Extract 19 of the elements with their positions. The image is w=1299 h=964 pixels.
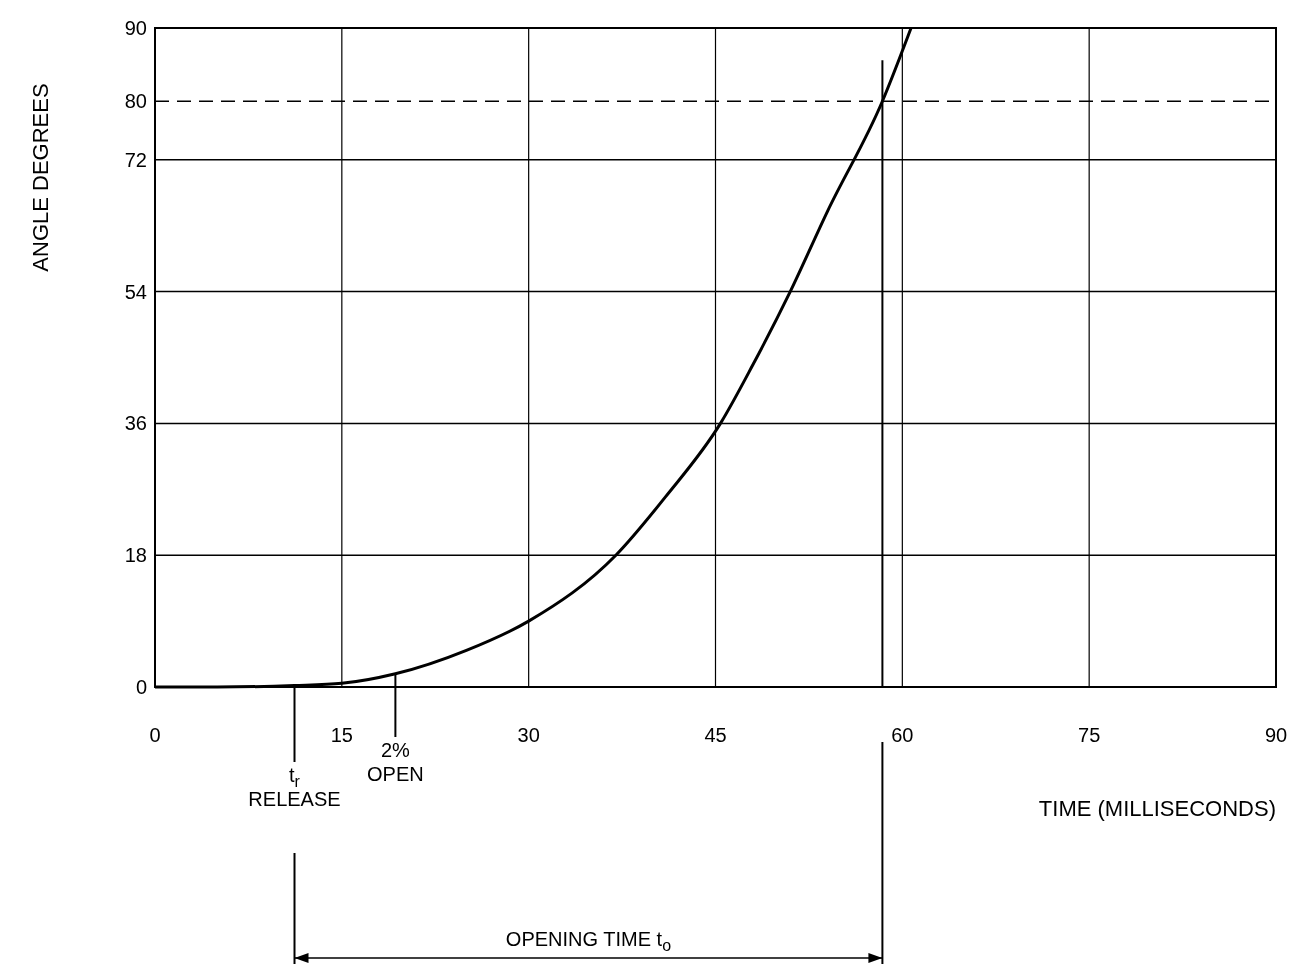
text: OPENING TIME t$_{o}$ [505,928,672,954]
annotation: t$_{r}$ RELEASE [248,764,341,810]
x-tick-label: 30 [517,724,540,746]
y-tick-label: 36 [124,412,147,435]
x-tick-label: 75 [1078,724,1101,746]
y-tick-label: 0 [135,676,147,698]
x-tick-label: 45 [704,724,727,746]
x-tick-label: 60 [891,724,914,746]
x-tick-label: 0 [149,724,161,746]
y-tick-label: 54 [124,280,147,303]
annotation: 2% OPEN [367,739,424,785]
y-tick-label: 18 [124,544,147,567]
x-tick-label: 15 [330,724,353,746]
x-tick-label: 90 [1264,724,1288,746]
y-tick-label: 72 [124,148,147,171]
y-tick-label: 90 [124,17,147,39]
y-tick-label: 80 [124,90,147,113]
y-axis-title: ANGLE DEGREES [28,83,53,272]
x-axis-title: TIME (MILLISECONDS) [1038,796,1276,821]
